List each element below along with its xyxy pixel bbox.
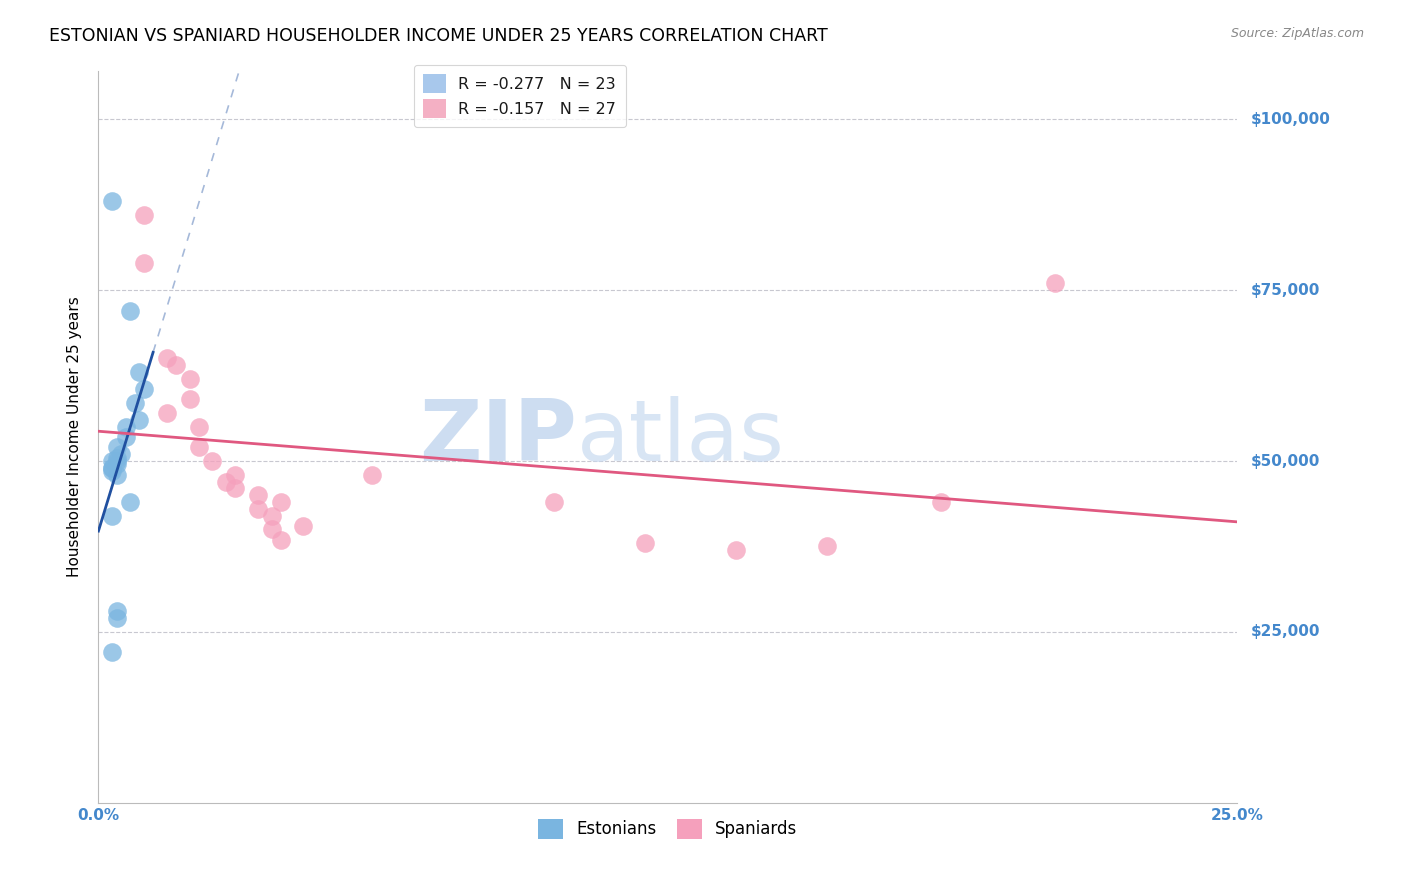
Point (1043, 277, 1066, 291)
Text: ZIP: ZIP (419, 395, 576, 479)
Text: $50,000: $50,000 (1251, 453, 1320, 468)
Point (634, 536, 657, 550)
Point (360, 467, 382, 482)
Point (101, 464, 124, 478)
Text: ESTONIAN VS SPANIARD HOUSEHOLDER INCOME UNDER 25 YEARS CORRELATION CHART: ESTONIAN VS SPANIARD HOUSEHOLDER INCOME … (49, 27, 828, 45)
Text: $100,000: $100,000 (1251, 112, 1331, 127)
Text: atlas: atlas (576, 395, 785, 479)
Point (187, 440, 209, 454)
Point (128, 413, 150, 427)
Point (179, 372, 201, 386)
Point (179, 392, 201, 407)
Point (543, 495, 565, 509)
Point (165, 359, 187, 373)
Point (156, 351, 179, 366)
Point (105, 467, 128, 482)
Point (246, 501, 269, 516)
Text: $75,000: $75,000 (1251, 283, 1320, 298)
Point (187, 420, 209, 434)
Point (260, 522, 283, 536)
Point (101, 645, 124, 659)
Point (114, 420, 136, 434)
Point (815, 540, 838, 554)
Point (110, 447, 132, 461)
Point (246, 488, 269, 502)
Point (128, 365, 150, 379)
Point (124, 396, 146, 410)
Point (260, 508, 283, 523)
Point (101, 460, 124, 475)
Point (105, 611, 128, 625)
Point (270, 495, 292, 509)
Point (101, 508, 124, 523)
Point (132, 382, 155, 396)
Point (105, 454, 128, 468)
Point (105, 458, 128, 472)
Point (201, 454, 224, 468)
Point (292, 519, 315, 533)
Y-axis label: Householder Income Under 25 years: Householder Income Under 25 years (67, 297, 83, 577)
Point (120, 303, 142, 318)
Point (929, 495, 952, 509)
Point (215, 475, 238, 489)
Legend: Estonians, Spaniards: Estonians, Spaniards (531, 812, 804, 846)
Point (132, 208, 155, 222)
Point (114, 430, 136, 444)
Text: $25,000: $25,000 (1251, 624, 1320, 640)
Point (156, 406, 179, 420)
Point (725, 542, 748, 557)
Point (105, 450, 128, 465)
Point (270, 533, 292, 547)
Point (101, 194, 124, 209)
Text: Source: ZipAtlas.com: Source: ZipAtlas.com (1230, 27, 1364, 40)
Point (101, 454, 124, 468)
Point (105, 604, 128, 618)
Point (101, 460, 124, 475)
Point (224, 481, 246, 495)
Point (120, 495, 142, 509)
Point (105, 440, 128, 454)
Point (224, 467, 246, 482)
Point (132, 256, 155, 270)
